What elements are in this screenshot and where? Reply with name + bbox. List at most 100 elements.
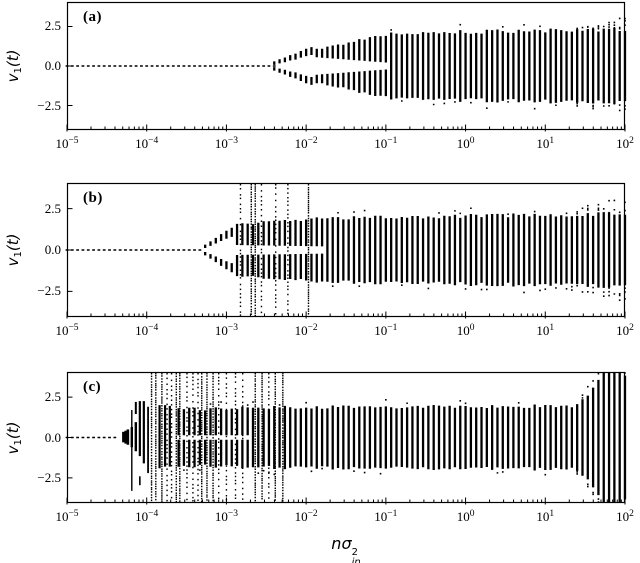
xtick-base: 10: [456, 509, 470, 524]
xtick-label: 10−1: [362, 136, 410, 152]
chaotic-band-bars: [273, 27, 627, 105]
xtick-label: 10−3: [202, 323, 250, 339]
noise-spikes: [150, 373, 284, 503]
xtick-label: 10−3: [202, 136, 250, 152]
xtick-exponent: 1: [549, 323, 555, 333]
ytick-label: 2.5: [44, 200, 61, 216]
xtick-exponent: 0: [469, 136, 475, 146]
xtick-base: 10: [536, 136, 550, 151]
xtick-label: 10−4: [123, 323, 171, 339]
xtick-exponent: −1: [387, 136, 398, 146]
fixed-point-dots: [65, 65, 276, 67]
fixed-point-dots: [65, 436, 117, 439]
xtick-base: 10: [214, 136, 228, 151]
panel-a-plot: [65, 1, 627, 132]
xtick-label: 10−4: [123, 509, 171, 525]
xtick-label: 102: [601, 323, 640, 339]
ytick-label: 2.5: [44, 18, 61, 34]
xtick-label: 102: [601, 509, 640, 525]
xtick-exponent: −2: [307, 509, 318, 519]
xtick-base: 10: [616, 509, 630, 524]
xtick-label: 102: [601, 136, 640, 152]
tick-marks: [66, 25, 626, 132]
xtick-exponent: −5: [68, 136, 79, 146]
xtick-label: 101: [521, 136, 569, 152]
xtick-base: 10: [456, 323, 470, 338]
xtick-exponent: −4: [148, 323, 159, 333]
panel-label-a: (a): [83, 9, 102, 25]
xtick-label: 101: [521, 509, 569, 525]
ytick-label: 2.5: [44, 389, 61, 405]
xtick-label: 101: [521, 323, 569, 339]
xtick-base: 10: [536, 509, 550, 524]
xtick-exponent: 2: [629, 509, 634, 519]
y-axis-label: v1(t): [4, 421, 24, 454]
xtick-exponent: 0: [469, 509, 475, 519]
xtick-label: 10−3: [202, 509, 250, 525]
y-axis-label-arg: (t): [4, 421, 22, 439]
xtick-exponent: 1: [549, 136, 555, 146]
xtick-base: 10: [294, 323, 308, 338]
x-axis-label-n: n: [331, 534, 342, 553]
xtick-base: 10: [616, 136, 630, 151]
xtick-label: 10−1: [362, 323, 410, 339]
chaotic-band-bars: [177, 373, 627, 502]
xtick-label: 10−5: [43, 323, 91, 339]
x-axis-label: nσ 2 in: [331, 534, 360, 563]
xtick-exponent: −3: [227, 509, 238, 519]
xtick-label: 10−5: [43, 136, 91, 152]
y-axis-label-sub: 1: [13, 67, 24, 74]
y-axis-label-sub: 1: [13, 438, 24, 446]
panel-c-plot: [65, 371, 627, 505]
panel-b-plot: [65, 182, 627, 319]
xtick-base: 10: [214, 509, 228, 524]
y-axis-label: v1(t): [4, 234, 24, 267]
xtick-exponent: −2: [307, 323, 318, 333]
edge-scatter-dots: [183, 372, 626, 503]
y-axis-label-arg: (t): [4, 49, 22, 68]
xtick-base: 10: [55, 323, 69, 338]
ytick-label: 0.0: [44, 242, 61, 257]
xtick-exponent: 1: [549, 509, 555, 519]
x-axis-label-supsub: 2 in: [352, 548, 361, 563]
xtick-base: 10: [456, 136, 470, 151]
tick-marks: [66, 208, 626, 319]
xtick-label: 100: [442, 323, 490, 339]
xtick-base: 10: [616, 323, 630, 338]
xtick-base: 10: [55, 509, 69, 524]
edge-scatter-dots: [331, 199, 626, 301]
xtick-base: 10: [374, 509, 388, 524]
xtick-label: 100: [442, 509, 490, 525]
xtick-exponent: 2: [629, 136, 634, 146]
xtick-exponent: −1: [387, 323, 398, 333]
x-axis-label-sup: 2: [351, 547, 358, 558]
ytick-label: −2.5: [37, 97, 61, 113]
xtick-label: 10−2: [282, 323, 330, 339]
xtick-base: 10: [214, 323, 228, 338]
xtick-exponent: −3: [227, 136, 238, 146]
xtick-base: 10: [294, 509, 308, 524]
y-axis-label-v: v: [4, 73, 22, 83]
xtick-exponent: 0: [469, 323, 475, 333]
panel-label-c: (c): [83, 379, 102, 395]
xtick-label: 10−2: [282, 509, 330, 525]
xtick-base: 10: [374, 323, 388, 338]
ytick-label: −2.5: [37, 469, 61, 485]
ytick-label: −2.5: [37, 283, 61, 299]
xtick-exponent: −5: [68, 323, 79, 333]
x-axis-label-sub: in: [351, 557, 361, 563]
xtick-exponent: −4: [148, 136, 159, 146]
xtick-exponent: 2: [629, 323, 634, 333]
tick-marks: [66, 396, 626, 505]
panel-label-b: (b): [83, 190, 103, 206]
fixed-point-dots: [65, 249, 202, 251]
y-axis-label-v: v: [4, 257, 22, 267]
xtick-label: 10−4: [123, 136, 171, 152]
xtick-label: 10−1: [362, 509, 410, 525]
y-axis-label-sub: 1: [13, 251, 24, 258]
xtick-base: 10: [55, 136, 69, 151]
xtick-exponent: −2: [307, 136, 318, 146]
y-axis-label: v1(t): [4, 50, 24, 83]
xtick-base: 10: [536, 323, 550, 338]
